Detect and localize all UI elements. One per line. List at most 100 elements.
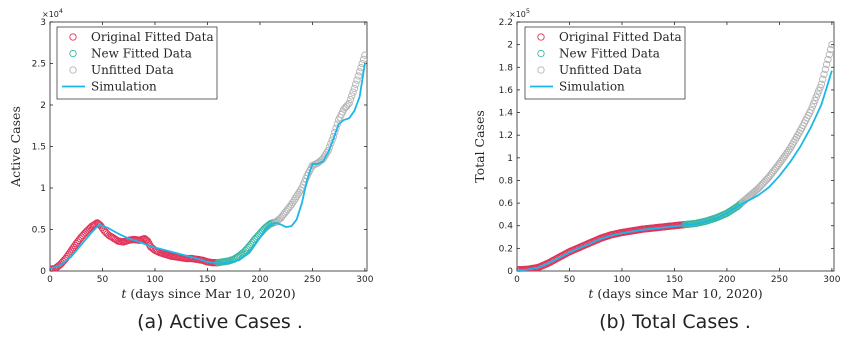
unfitted-point bbox=[819, 75, 827, 83]
y-tick-label: 2.5 bbox=[32, 60, 46, 70]
y-tick-label: 2 bbox=[40, 101, 46, 111]
unfitted-point bbox=[350, 84, 359, 93]
original-fitted-point bbox=[67, 247, 75, 255]
unfitted-point bbox=[290, 196, 298, 205]
y-tick-label: 1.6 bbox=[499, 86, 514, 96]
new-fitted-series bbox=[214, 218, 280, 267]
legend-label: Original Fitted Data bbox=[559, 30, 682, 44]
unfitted-point bbox=[784, 146, 793, 155]
unfitted-point bbox=[752, 186, 760, 195]
unfitted-point bbox=[345, 99, 353, 107]
legend-label: Simulation bbox=[91, 80, 157, 94]
unfitted-point bbox=[275, 215, 284, 223]
y-tick-label: 0.6 bbox=[499, 199, 514, 209]
y-multiplier-exponent: 4 bbox=[59, 7, 63, 15]
x-tick-label: 250 bbox=[304, 275, 321, 285]
legend-label: Simulation bbox=[559, 80, 625, 94]
original-fitted-point bbox=[66, 249, 74, 257]
legend-label: Unfitted Data bbox=[91, 63, 174, 77]
y-tick-label: 1 bbox=[40, 184, 46, 194]
unfitted-point bbox=[354, 72, 362, 80]
unfitted-point bbox=[815, 87, 823, 95]
legend: Original Fitted Data New Fitted Data Unfit… bbox=[524, 26, 686, 100]
legend: Original Fitted Data New Fitted Data Unfit… bbox=[56, 26, 218, 100]
unfitted-point bbox=[777, 157, 785, 166]
unfitted-point bbox=[778, 156, 786, 164]
unfitted-point bbox=[359, 55, 367, 63]
x-tick-label: 100 bbox=[613, 275, 630, 285]
unfitted-point bbox=[823, 60, 831, 69]
legend-marker bbox=[537, 33, 545, 41]
y-tick-label: 1.4 bbox=[499, 109, 514, 119]
x-tick-label: 0 bbox=[514, 275, 520, 285]
unfitted-point bbox=[821, 65, 829, 74]
legend-marker bbox=[537, 49, 545, 58]
y-tick-label: 0 bbox=[507, 267, 513, 277]
unfitted-point bbox=[809, 100, 818, 108]
unfitted-point bbox=[358, 59, 366, 68]
original-fitted-point bbox=[50, 265, 54, 271]
unfitted-point bbox=[826, 45, 834, 54]
y-multiplier-base: ×10 bbox=[42, 10, 59, 19]
legend-label: New Fitted Data bbox=[91, 47, 192, 61]
x-axis-label-variable: t bbox=[121, 286, 127, 301]
legend-marker bbox=[69, 49, 77, 58]
y-axis-label: Active Cases bbox=[8, 106, 23, 188]
figure-caption: (b) Total Cases . bbox=[599, 311, 751, 333]
x-tick-label: 200 bbox=[251, 275, 268, 285]
unfitted-point bbox=[811, 96, 819, 105]
unfitted-point bbox=[783, 148, 791, 157]
legend-box bbox=[524, 26, 686, 100]
unfitted-point bbox=[291, 194, 300, 203]
simulation-line bbox=[50, 63, 366, 270]
unfitted-point bbox=[349, 88, 357, 96]
panel-a-active-cases: 0 50 100 150 200 250 300 0 0.5 1 1.5 2 2.5 3×104 t (da… bbox=[8, 7, 374, 333]
y-tick-label: 1 bbox=[507, 154, 513, 164]
unfitted-point bbox=[828, 40, 834, 49]
y-tick-label: 0.5 bbox=[32, 226, 46, 236]
x-axis-label: t (days since Mar 10, 2020) bbox=[588, 286, 762, 301]
unfitted-point bbox=[352, 80, 360, 88]
y-multiplier-base: ×10 bbox=[509, 10, 526, 19]
y-multiplier-exponent: 5 bbox=[526, 7, 530, 15]
x-axis-label-text: (days since Mar 10, 2020) bbox=[593, 286, 762, 301]
legend-label: Original Fitted Data bbox=[91, 30, 214, 44]
y-tick-label: 0.4 bbox=[499, 222, 514, 232]
y-tick-label: 2.2 bbox=[499, 18, 513, 28]
unfitted-point bbox=[808, 103, 816, 111]
y-tick-label: 1.5 bbox=[32, 143, 46, 153]
y-tick-label: 3 bbox=[40, 18, 46, 28]
x-tick-label: 100 bbox=[146, 275, 163, 285]
unfitted-series bbox=[739, 40, 834, 206]
unfitted-point bbox=[781, 152, 789, 160]
legend-marker bbox=[69, 66, 77, 74]
legend-marker bbox=[69, 33, 77, 41]
original-fitted-point bbox=[83, 227, 91, 235]
original-fitted-point bbox=[84, 226, 92, 234]
legend-marker bbox=[537, 66, 545, 74]
y-multiplier-label: ×105 bbox=[509, 7, 530, 19]
y-axis-label: Total Cases bbox=[472, 110, 487, 183]
unfitted-point bbox=[807, 106, 815, 114]
x-axis-label-text: (days since Mar 10, 2020) bbox=[126, 286, 295, 301]
unfitted-point bbox=[782, 150, 790, 158]
original-fitted-point bbox=[55, 261, 63, 270]
unfitted-point bbox=[289, 198, 297, 207]
unfitted-point bbox=[295, 188, 303, 196]
x-axis-label: t (days since Mar 10, 2020) bbox=[121, 286, 295, 301]
panel-b-total-cases: 0 50 100 150 200 250 300 0 0.2 0.4 0.6 0.8 1 1.2 1.4 1.… bbox=[472, 7, 841, 333]
x-tick-label: 300 bbox=[356, 275, 373, 285]
y-tick-label: 0 bbox=[40, 267, 46, 277]
unfitted-point bbox=[346, 95, 355, 104]
y-tick-label: 1.2 bbox=[499, 131, 513, 141]
unfitted-point bbox=[817, 80, 826, 88]
unfitted-point bbox=[779, 154, 788, 162]
plot-marks bbox=[517, 40, 834, 271]
unfitted-point bbox=[753, 185, 761, 194]
unfitted-point bbox=[361, 51, 367, 59]
unfitted-point bbox=[348, 92, 356, 100]
figure-caption: (a) Active Cases . bbox=[137, 311, 303, 333]
plot-marks bbox=[50, 51, 367, 271]
x-tick-label: 250 bbox=[771, 275, 788, 285]
unfitted-point bbox=[293, 192, 301, 200]
